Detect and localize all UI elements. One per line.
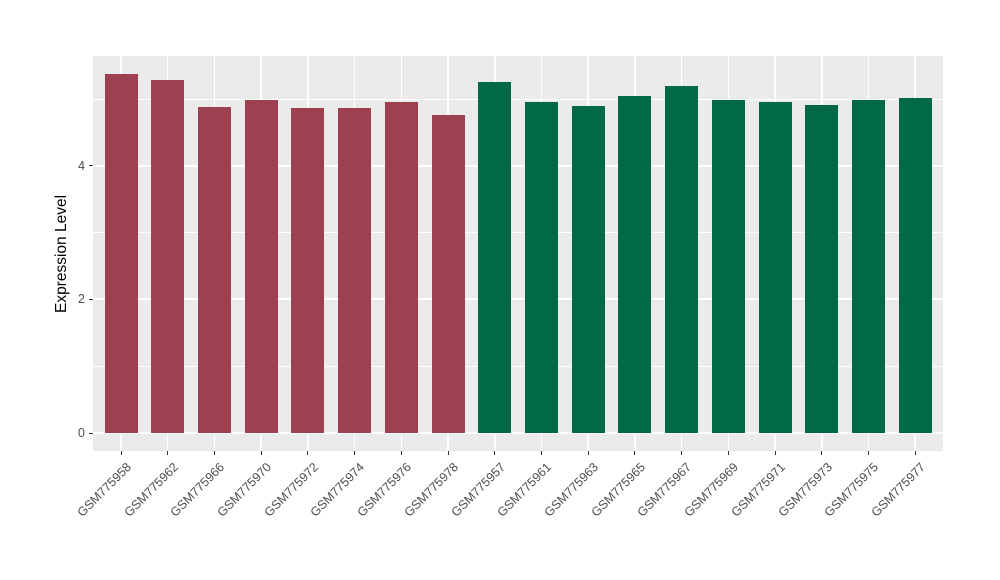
gridline-minor (93, 365, 943, 367)
gridline-minor (93, 98, 943, 100)
bar (852, 100, 886, 433)
y-tick (89, 432, 93, 434)
bar (291, 108, 325, 433)
y-tick-label: 0 (78, 426, 85, 440)
bar (524, 102, 558, 433)
gridline-major (93, 298, 943, 301)
x-tick (167, 451, 169, 455)
x-tick (307, 451, 309, 455)
bar (431, 115, 465, 433)
bar (618, 95, 652, 433)
y-tick-label: 4 (78, 158, 85, 173)
bar (571, 105, 605, 433)
bar (665, 86, 699, 433)
x-tick (914, 451, 916, 455)
x-tick (494, 451, 496, 455)
bar (711, 99, 745, 433)
x-tick (727, 451, 729, 455)
x-tick (681, 451, 683, 455)
bar (384, 102, 418, 433)
x-tick (774, 451, 776, 455)
bar (898, 98, 932, 433)
y-tick-label: 2 (78, 292, 85, 307)
x-tick (447, 451, 449, 455)
y-tick (89, 298, 93, 300)
bar (244, 100, 278, 433)
x-tick (260, 451, 262, 455)
x-tick (400, 451, 402, 455)
x-tick (821, 451, 823, 455)
bar (805, 105, 839, 433)
x-tick (213, 451, 215, 455)
x-tick (587, 451, 589, 455)
y-tick (89, 165, 93, 167)
x-tick (868, 451, 870, 455)
bar (338, 107, 372, 433)
x-tick (540, 451, 542, 455)
bar (197, 107, 231, 433)
x-tick (120, 451, 122, 455)
gridline-minor (93, 232, 943, 234)
x-tick (634, 451, 636, 455)
bar (478, 82, 512, 433)
plot-panel (93, 56, 943, 451)
bar (758, 102, 792, 433)
x-tick (354, 451, 356, 455)
bar (104, 74, 138, 433)
bar (151, 80, 185, 433)
y-axis-title: Expression Level (53, 194, 70, 313)
gridline-major (93, 164, 943, 167)
gridline-major (93, 432, 943, 434)
